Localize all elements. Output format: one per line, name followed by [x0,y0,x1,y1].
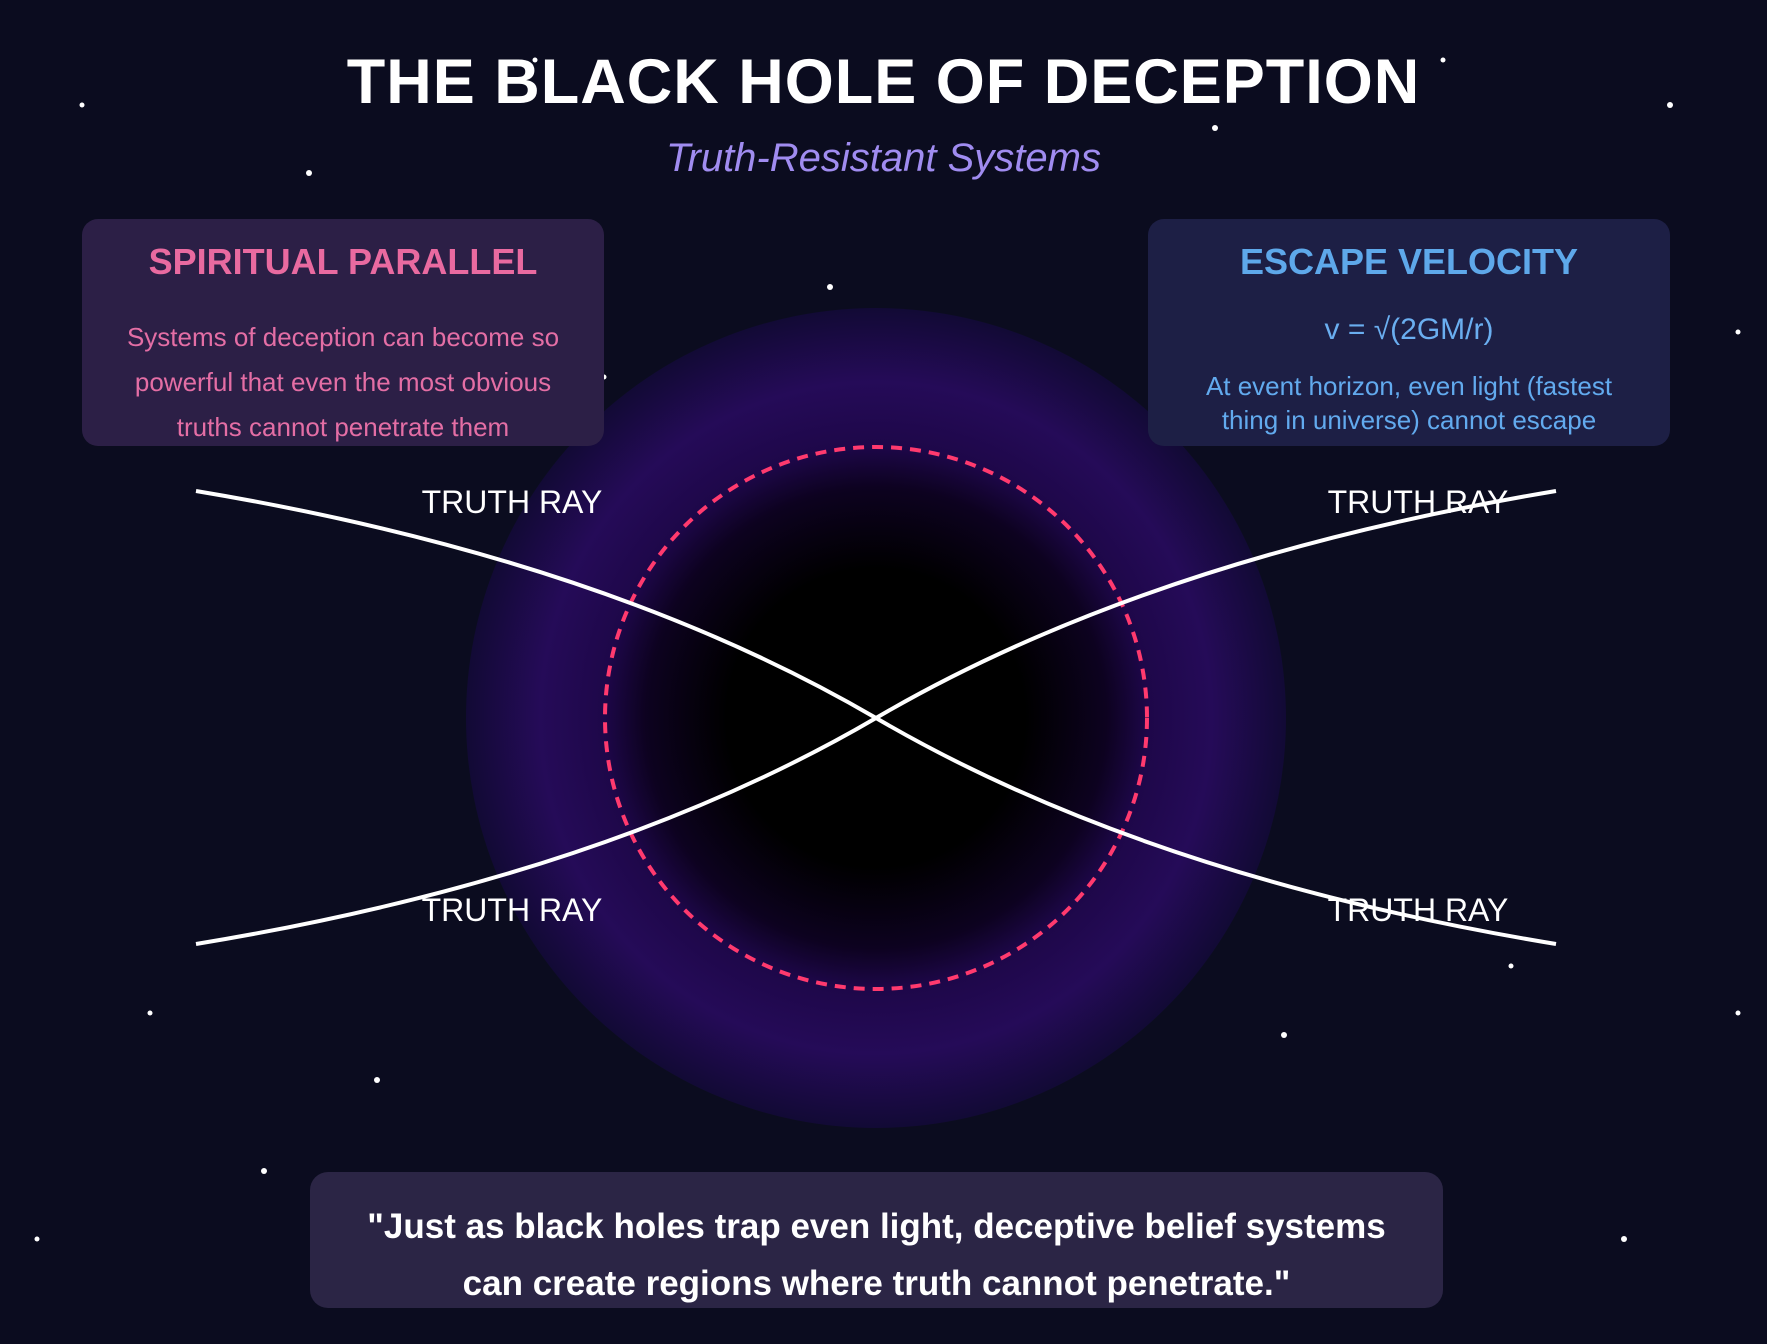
ray-label-bottom-right: TRUTH RAY [1328,892,1509,928]
star [1440,57,1446,63]
star [1621,1236,1627,1242]
escape-velocity-panel: ESCAPE VELOCITY v = √(2GM/r) At event ho… [1148,219,1670,446]
panel-heading: ESCAPE VELOCITY [1239,241,1579,282]
event-horizon-ring [603,445,1149,991]
star [79,102,85,108]
panel-body: At event horizon, even light (fastest th… [1205,371,1613,435]
star [1735,1010,1741,1016]
panel-heading: SPIRITUAL PARALLEL [148,241,538,282]
star [1281,1032,1287,1038]
star [374,1077,380,1083]
star [827,284,833,290]
escape-velocity-formula: v = √(2GM/r) [1324,313,1494,346]
ray-label-top-left: TRUTH RAY [422,484,603,520]
star [306,170,312,176]
page-title: THE BLACK HOLE OF DECEPTION [346,47,1421,117]
spiritual-parallel-panel: SPIRITUAL PARALLEL Systems of deception … [82,219,604,446]
panel-body: Systems of deception can become so power… [126,322,560,442]
star [532,57,538,63]
star [1735,329,1741,335]
star [261,1168,267,1174]
ray-label-top-right: TRUTH RAY [1328,484,1509,520]
star [1508,963,1514,969]
truth-ray-ascending [195,489,1557,946]
star [1212,125,1218,131]
star [34,1236,40,1242]
star [147,1010,153,1016]
page-subtitle: Truth-Resistant Systems [666,136,1101,180]
quote-box: "Just as black holes trap even light, de… [310,1172,1443,1308]
quote-text: "Just as black holes trap even light, de… [367,1207,1386,1303]
star [1667,102,1673,108]
ray-label-bottom-left: TRUTH RAY [422,892,603,928]
